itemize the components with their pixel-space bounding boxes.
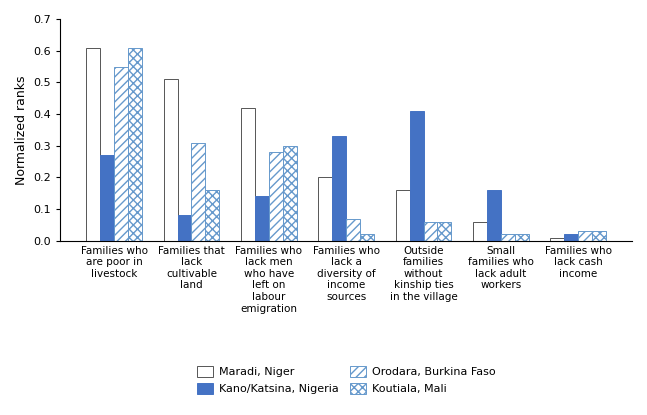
Bar	[283, 146, 297, 241]
Bar	[360, 234, 374, 241]
Bar	[255, 196, 269, 241]
Bar	[487, 190, 501, 241]
Bar	[114, 66, 128, 241]
Bar	[501, 234, 515, 241]
Bar	[578, 231, 592, 241]
Bar	[346, 219, 360, 241]
Bar	[241, 107, 255, 241]
Bar	[551, 237, 564, 241]
Bar	[164, 79, 177, 241]
Bar	[473, 222, 487, 241]
Bar	[205, 190, 219, 241]
Bar	[269, 152, 283, 241]
Bar	[410, 111, 424, 241]
Bar	[192, 142, 205, 241]
Bar	[424, 222, 437, 241]
Bar	[318, 177, 333, 241]
Bar	[333, 136, 346, 241]
Bar	[564, 234, 578, 241]
Bar	[437, 222, 452, 241]
Bar	[86, 47, 100, 241]
Legend: Maradi, Niger, Kano/Katsina, Nigeria, Orodara, Burkina Faso, Koutiala, Mali: Maradi, Niger, Kano/Katsina, Nigeria, Or…	[192, 361, 500, 399]
Y-axis label: Normalized ranks: Normalized ranks	[15, 75, 28, 185]
Bar	[177, 215, 192, 241]
Bar	[100, 155, 114, 241]
Bar	[396, 190, 410, 241]
Bar	[592, 231, 606, 241]
Bar	[128, 47, 142, 241]
Bar	[515, 234, 529, 241]
